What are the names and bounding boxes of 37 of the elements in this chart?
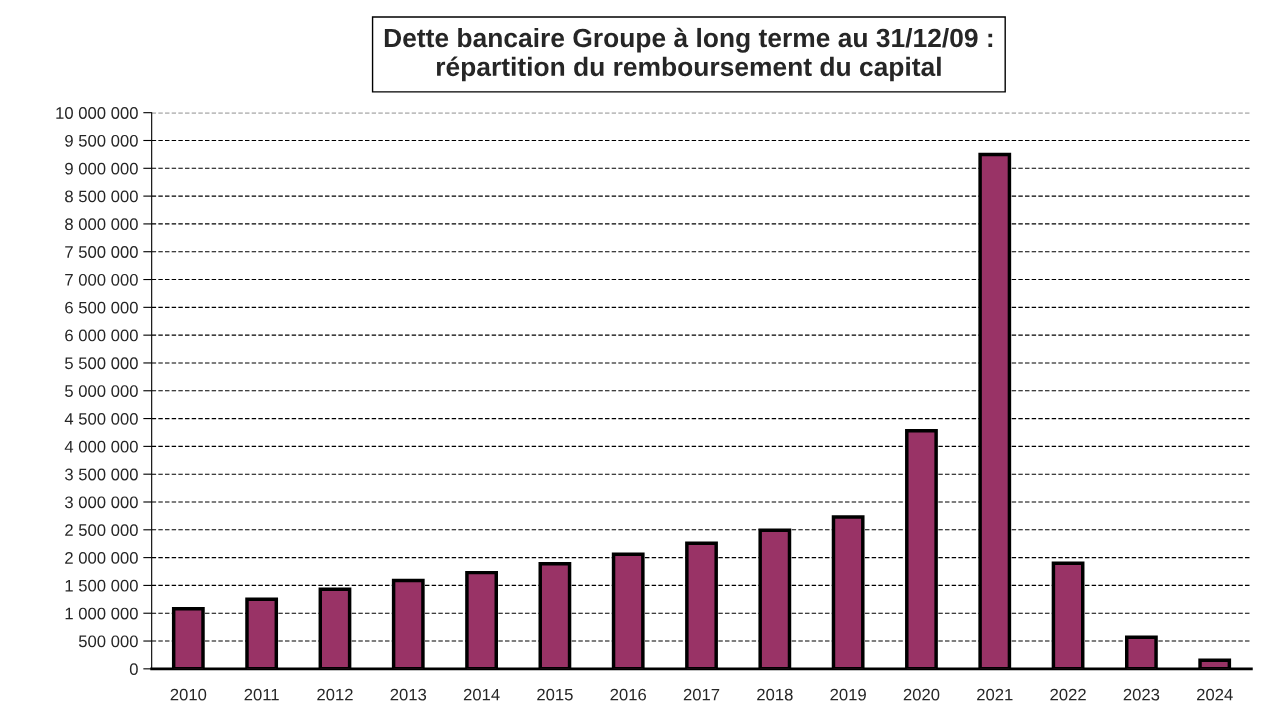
x-tick-label: 2017 (683, 688, 720, 701)
x-tick-label: 2024 (1197, 688, 1233, 701)
y-tick-label: 4 000 000 (64, 440, 138, 453)
x-tick-label: 2011 (244, 688, 279, 701)
y-tick-label: 5 000 000 (65, 385, 138, 397)
x-tick-label: 2020 (903, 688, 940, 701)
y-tick-label: 1 500 000 (65, 579, 138, 592)
x-tick-label: 2018 (757, 688, 793, 701)
y-tick-label: 3 000 000 (64, 496, 138, 509)
y-tick-label: 2 500 000 (65, 524, 138, 536)
y-tick-label: 7 500 000 (65, 246, 138, 258)
y-tick-label: 6 500 000 (65, 301, 138, 314)
x-tick-label: 2022 (1050, 688, 1086, 701)
x-tick-label: 2016 (610, 688, 647, 701)
y-tick-label: 2 000 000 (65, 552, 138, 564)
y-tick-label: 5 500 000 (65, 357, 138, 370)
x-tick-label: 2014 (463, 688, 500, 701)
x-tick-label: 2010 (170, 688, 207, 701)
y-tick-label: 10 000 000 (56, 107, 138, 119)
y-tick-label: 3 500 000 (64, 468, 138, 481)
y-tick-label: 500 000 (78, 635, 138, 648)
y-tick-label: 1 000 000 (65, 607, 138, 620)
y-tick-label: 0 (129, 663, 138, 676)
x-tick-label: 2023 (1123, 688, 1160, 701)
y-tick-label: 9 500 000 (65, 134, 138, 147)
y-tick-label: 9 000 000 (65, 162, 138, 175)
y-tick-label: 7 000 000 (65, 273, 138, 286)
y-tick-label: 8 500 000 (65, 190, 138, 203)
y-tick-label: 6 000 000 (65, 329, 138, 342)
x-tick-label: 2012 (317, 688, 353, 701)
x-tick-label: 2015 (537, 688, 573, 701)
y-tick-label: 8 000 000 (65, 218, 138, 231)
x-tick-label: 2013 (390, 688, 427, 701)
y-tick-label: 4 500 000 (64, 412, 138, 425)
chart-title: Dette bancaire Groupe à long terme au 31/12/09 : répartition du remboursement du capital (384, 27, 993, 82)
x-tick-label: 2021 (977, 688, 1013, 701)
x-tick-label: 2019 (830, 688, 866, 701)
